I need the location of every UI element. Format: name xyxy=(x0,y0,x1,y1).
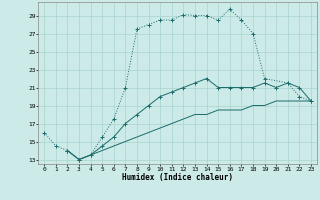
X-axis label: Humidex (Indice chaleur): Humidex (Indice chaleur) xyxy=(122,173,233,182)
